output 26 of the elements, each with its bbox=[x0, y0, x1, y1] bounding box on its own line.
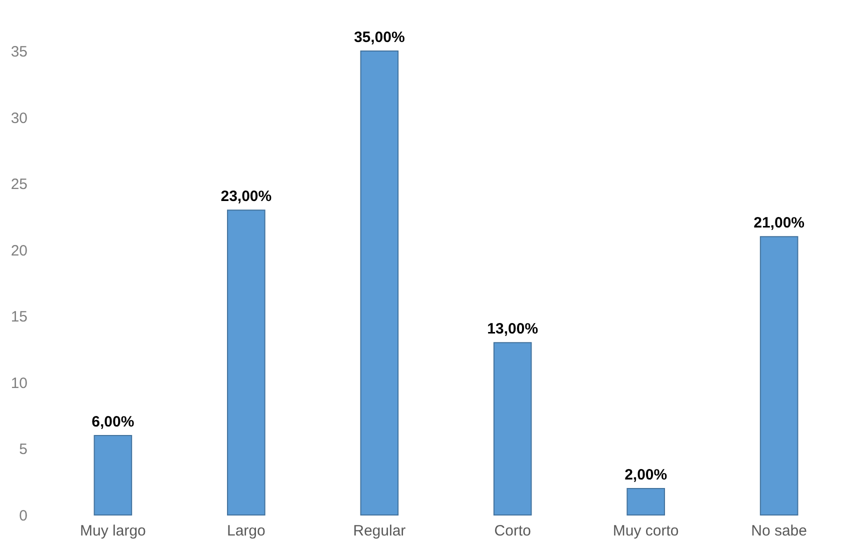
y-tick-label: 0 bbox=[19, 508, 28, 524]
x-tick-label: No sabe bbox=[751, 522, 807, 540]
y-tick-label: 20 bbox=[10, 242, 28, 260]
x-tick-label: Muy corto bbox=[612, 522, 679, 540]
y-tick-label: 25 bbox=[10, 176, 28, 194]
bar bbox=[493, 342, 532, 516]
y-tick-label: 35 bbox=[10, 44, 28, 60]
x-tick-label: Corto bbox=[494, 522, 531, 540]
y-tick-label: 30 bbox=[10, 110, 28, 127]
data-label: 23,00% bbox=[220, 188, 272, 206]
x-tick-label: Regular bbox=[353, 522, 406, 540]
y-tick-label: 5 bbox=[19, 441, 28, 458]
data-label: 6,00% bbox=[92, 413, 134, 430]
bar bbox=[626, 488, 665, 516]
bar bbox=[360, 50, 399, 516]
y-tick-label: 10 bbox=[10, 374, 28, 392]
bar bbox=[227, 210, 266, 516]
x-tick-label: Largo bbox=[226, 522, 266, 540]
data-label: 2,00% bbox=[624, 466, 668, 484]
data-label: 13,00% bbox=[487, 320, 538, 338]
y-tick-label: 15 bbox=[10, 308, 28, 326]
data-label: 21,00% bbox=[754, 214, 804, 232]
data-label: 35,00% bbox=[354, 29, 405, 46]
x-tick-label: Muy largo bbox=[80, 522, 146, 540]
bar bbox=[760, 236, 798, 516]
bar bbox=[94, 434, 132, 516]
